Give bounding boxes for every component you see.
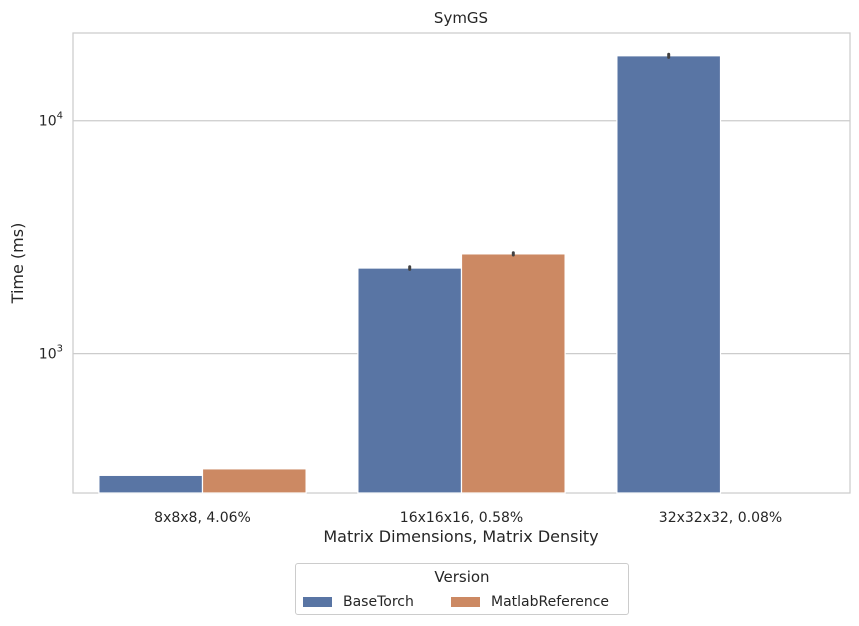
legend-swatch-matlabreference [451, 597, 480, 607]
chart-title: SymGS [434, 9, 488, 27]
bar-matlabreference-1 [460, 253, 566, 494]
bars [98, 55, 722, 494]
legend-label-matlabreference: MatlabReference [491, 594, 610, 610]
x-axis-label: Matrix Dimensions, Matrix Density [323, 527, 598, 546]
bar-basetorch-1 [357, 267, 463, 494]
y-tick-labels: 103 104 [39, 111, 63, 363]
legend-title: Version [434, 568, 490, 586]
error-bars [408, 52, 671, 271]
x-tick-label-2: 32x32x32, 0.08% [659, 510, 782, 526]
y-tick-label-1: 104 [39, 111, 63, 130]
legend: Version BaseTorch MatlabReference [295, 563, 629, 615]
bar-basetorch-0 [98, 474, 204, 494]
legend-swatch-basetorch [303, 597, 332, 607]
x-tick-label-0: 8x8x8, 4.06% [154, 510, 251, 526]
bar-basetorch-2 [616, 55, 722, 494]
y-axis-label: Time (ms) [8, 223, 27, 305]
legend-label-basetorch: BaseTorch [343, 594, 414, 610]
legend-item-basetorch: BaseTorch [303, 594, 414, 610]
x-tick-labels: 8x8x8, 4.06% 16x16x16, 0.58% 32x32x32, 0.0… [154, 510, 782, 526]
bar-matlabreference-0 [201, 468, 307, 494]
legend-item-matlabreference: MatlabReference [451, 594, 609, 610]
y-tick-label-0: 103 [39, 344, 63, 363]
x-tick-label-1: 16x16x16, 0.58% [400, 510, 523, 526]
